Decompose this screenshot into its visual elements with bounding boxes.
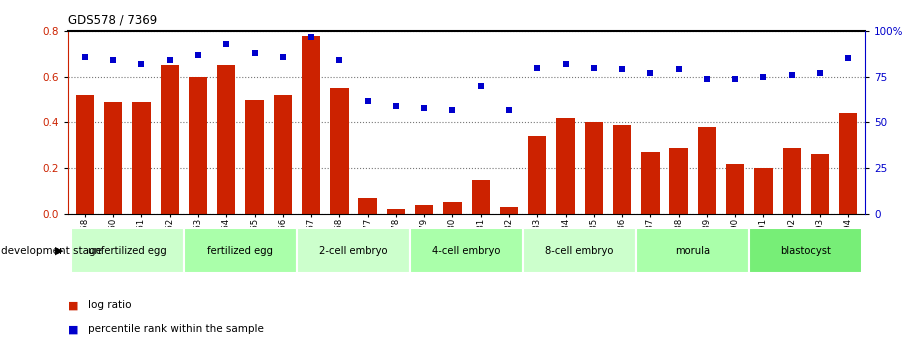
Bar [160,65,178,214]
Bar [471,180,490,214]
Bar [612,125,631,214]
Bar [636,228,749,274]
Bar [528,136,546,214]
Bar [188,77,207,214]
Bar [726,164,745,214]
Bar [839,113,857,214]
Bar [811,155,829,214]
Point [333,58,347,63]
Point [699,76,714,81]
Bar [670,148,688,214]
Point [785,72,799,78]
Point [757,74,771,80]
Point [219,41,234,47]
Bar [556,118,574,214]
Text: ▶: ▶ [55,246,63,256]
Point [530,65,545,70]
Point [106,58,120,63]
Point [671,67,686,72]
Bar [584,122,603,214]
Text: morula: morula [675,246,710,256]
Bar [443,203,462,214]
Point [191,52,206,58]
Text: percentile rank within the sample: percentile rank within the sample [88,325,264,334]
Bar [523,228,636,274]
Text: 4-cell embryo: 4-cell embryo [432,246,501,256]
Text: log ratio: log ratio [88,300,131,310]
Bar [387,209,405,214]
Point [728,76,742,81]
Point [502,107,516,112]
Point [304,34,318,39]
Point [275,54,290,59]
Bar [359,198,377,214]
Bar [749,228,863,274]
Point [134,61,149,67]
Text: 2-cell embryo: 2-cell embryo [319,246,388,256]
Point [615,67,630,72]
Point [389,103,403,109]
Point [445,107,459,112]
Text: ■: ■ [68,325,79,334]
Bar [783,148,801,214]
Bar [297,228,410,274]
Point [162,58,177,63]
Text: unfertilized egg: unfertilized egg [88,246,167,256]
Text: 8-cell embryo: 8-cell embryo [545,246,614,256]
Bar [415,205,433,214]
Text: fertilized egg: fertilized egg [207,246,274,256]
Bar [76,95,94,214]
Bar [217,65,236,214]
Text: GDS578 / 7369: GDS578 / 7369 [68,14,158,27]
Bar [104,102,122,214]
Bar [755,168,773,214]
Bar [246,100,264,214]
Point [813,70,827,76]
Text: blastocyst: blastocyst [780,246,832,256]
Bar [500,207,518,214]
Point [586,65,601,70]
Bar [302,36,321,214]
Point [417,105,431,111]
Bar [71,228,184,274]
Bar [410,228,523,274]
Bar [698,127,716,214]
Text: development stage: development stage [1,246,101,256]
Point [474,83,488,89]
Point [78,54,92,59]
Text: ■: ■ [68,300,79,310]
Bar [184,228,297,274]
Bar [330,88,349,214]
Point [643,70,658,76]
Point [247,50,262,56]
Bar [641,152,660,214]
Point [558,61,573,67]
Bar [132,102,150,214]
Bar [274,95,292,214]
Point [841,56,855,61]
Point [361,98,375,103]
